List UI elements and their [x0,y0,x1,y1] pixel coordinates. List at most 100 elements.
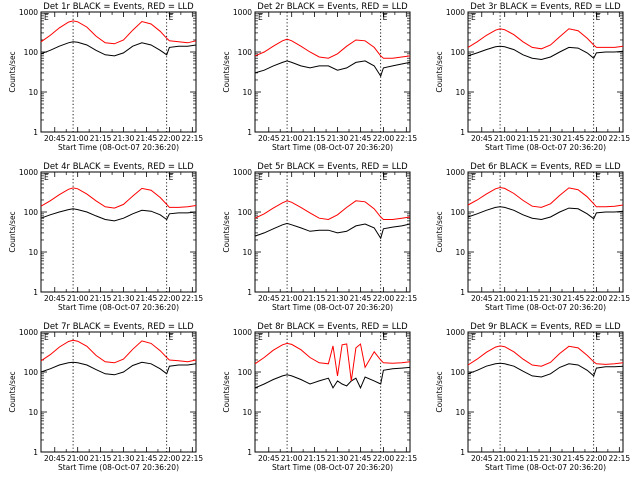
y-tick-label: 1000 [19,328,38,337]
panel-det-2: Det 2r BLACK = Events, RED = LLD 1 10 100 10… [222,2,417,152]
marker-glyph: E [44,13,49,22]
x-tick-label: 21:15 [90,454,112,463]
x-tick-label: 21:45 [350,134,372,143]
x-tick-label: 22:00 [373,294,395,303]
series-line-lld [467,28,624,50]
marker-glyph: E [383,173,388,182]
x-tick-label: 21:15 [304,134,326,143]
y-tick-label: 100 [238,208,253,217]
x-axis-label: Start Time (08-Oct-07 20:36:20) [272,463,393,472]
y-tick-label: 1 [247,448,252,457]
x-tick-label: 22:00 [159,294,181,303]
plot-frame [467,331,624,453]
y-tick-label: 1000 [19,168,38,177]
y-axis-label: Counts/sec [435,51,444,92]
x-tick-label: 21:15 [90,134,112,143]
x-tick-label: 21:00 [494,134,516,143]
x-tick-label: 22:00 [586,294,608,303]
x-axis-label: Start Time (08-Oct-07 20:36:20) [272,143,393,152]
panel-title: Det 5r BLACK = Events, RED = LLD [257,162,408,172]
series-line-events [467,362,624,378]
y-tick-label: 1 [460,128,465,137]
series-line-lld [40,187,197,209]
x-tick-label: 20:45 [44,294,66,303]
y-tick-label: 1000 [233,8,252,17]
x-tick-label: 20:45 [258,454,280,463]
x-tick-label: 21:15 [90,294,112,303]
x-axis-label: Start Time (08-Oct-07 20:36:20) [485,143,606,152]
x-tick-label: 20:45 [471,454,493,463]
series-line-events [40,208,197,222]
panel-title: Det 3r BLACK = Events, RED = LLD [470,2,621,12]
y-tick-label: 10 [28,248,38,257]
x-tick-label: 22:00 [586,454,608,463]
marker-glyph: E [44,333,49,342]
x-tick-label: 21:00 [281,294,303,303]
marker-glyph: E [383,13,388,22]
x-tick-label: 21:45 [563,294,585,303]
x-tick-label: 20:45 [471,134,493,143]
marker-glyph: E [169,173,174,182]
series-line-events [254,60,411,78]
x-tick-label: 21:30 [113,134,135,143]
y-axis-label: Counts/sec [435,371,444,412]
x-tick-label: 21:00 [494,454,516,463]
y-tick-label: 100 [24,368,39,377]
y-tick-label: 10 [242,248,252,257]
marker-glyph: E [596,333,601,342]
y-tick-label: 100 [24,208,39,217]
marker-glyph: E [258,13,263,22]
y-tick-label: 1000 [233,168,252,177]
y-axis-label: Counts/sec [222,371,231,412]
plot-frame [467,171,624,293]
x-tick-label: 21:30 [540,454,562,463]
x-tick-label: 21:00 [67,294,89,303]
y-tick-label: 1 [460,448,465,457]
x-tick-label: 22:00 [373,134,395,143]
y-tick-label: 10 [242,408,252,417]
panel-title: Det 2r BLACK = Events, RED = LLD [257,2,408,12]
marker-glyph: E [383,333,388,342]
y-tick-label: 1 [247,128,252,137]
x-axis-label: Start Time (08-Oct-07 20:36:20) [485,463,606,472]
y-tick-label: 1 [33,128,38,137]
plot-frame [40,11,197,133]
marker-glyph: E [596,173,601,182]
panel-det-4: Det 4r BLACK = Events, RED = LLD 1 10 100 10… [8,162,203,312]
panel-det-7: Det 7r BLACK = Events, RED = LLD 1 10 100 10… [8,322,203,472]
x-tick-label: 21:15 [304,454,326,463]
x-tick-label: 21:30 [327,454,349,463]
y-tick-label: 100 [451,208,466,217]
series-line-lld [40,339,197,364]
plot-frame [254,171,411,293]
x-tick-label: 21:15 [517,134,539,143]
panel-title: Det 6r BLACK = Events, RED = LLD [470,162,621,172]
x-tick-label: 22:00 [159,454,181,463]
plot-frame [254,331,411,453]
x-axis-label: Start Time (08-Oct-07 20:36:20) [58,303,179,312]
x-tick-label: 21:00 [281,454,303,463]
y-axis-label: Counts/sec [435,211,444,252]
x-tick-label: 21:30 [540,294,562,303]
y-tick-label: 1000 [446,168,465,177]
y-tick-label: 1 [460,288,465,297]
plot-frame [40,331,197,453]
x-tick-label: 20:45 [258,294,280,303]
x-tick-label: 22:15 [396,454,418,463]
y-axis-label: Counts/sec [8,371,17,412]
x-tick-label: 22:15 [182,134,204,143]
panel-det-8: Det 8r BLACK = Events, RED = LLD 1 10 100 10… [222,322,417,472]
y-tick-label: 10 [28,408,38,417]
y-tick-label: 100 [238,48,253,57]
series-line-events [254,366,411,390]
x-tick-label: 20:45 [258,134,280,143]
x-tick-label: 21:00 [494,294,516,303]
y-tick-label: 1 [33,288,38,297]
x-tick-label: 21:45 [136,134,158,143]
series-line-lld [254,342,411,381]
plot-frame [254,11,411,133]
x-tick-label: 21:45 [350,454,372,463]
y-tick-label: 1000 [446,328,465,337]
x-tick-label: 21:45 [563,134,585,143]
